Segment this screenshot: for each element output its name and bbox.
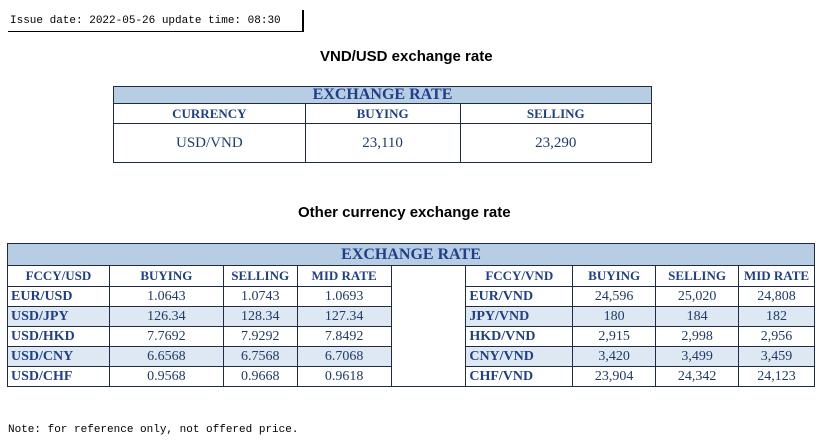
right-buying-cell: 3,420	[572, 346, 657, 367]
right-pair-cell: EUR/VND	[465, 286, 574, 307]
table-row: USD/CHF 0.9568 0.9668 0.9618 CHF/VND 23,904 24…	[7, 366, 815, 387]
left-selling-cell: 1.0743	[222, 286, 298, 307]
right-header-buying: BUYING	[572, 265, 657, 287]
right-mid-cell: 3,459	[738, 346, 815, 367]
right-pair-cell: JPY/VND	[465, 306, 574, 327]
left-buying-cell: 7.7692	[108, 326, 224, 347]
table-row: USD/JPY 126.34 128.34 127.34 JPY/VND 180 184 18…	[7, 306, 815, 327]
table-gap-cell	[390, 366, 467, 387]
left-pair-cell: USD/CHF	[7, 366, 110, 387]
other-exchange-table: EXCHANGE RATE FCCY/USD BUYING SELLING MI…	[7, 243, 815, 387]
left-buying-cell: 1.0643	[108, 286, 224, 307]
right-selling-cell: 25,020	[655, 286, 740, 307]
vnd-header-selling: SELLING	[459, 103, 652, 124]
right-pair-cell: HKD/VND	[465, 326, 574, 347]
footnote: Note: for reference only, not offered pr…	[8, 424, 299, 436]
vnd-row-selling: 23,290	[459, 123, 652, 163]
table-gap-header	[390, 265, 467, 287]
left-mid-cell: 6.7068	[296, 346, 392, 367]
vnd-table-title: EXCHANGE RATE	[113, 86, 652, 104]
rates-body: EUR/USD 1.0643 1.0743 1.0693 EUR/VND 24,596 25…	[7, 286, 815, 387]
left-mid-cell: 7.8492	[296, 326, 392, 347]
right-mid-cell: 182	[738, 306, 815, 327]
table-gap-cell	[390, 306, 467, 327]
left-buying-cell: 6.6568	[108, 346, 224, 367]
left-pair-cell: EUR/USD	[7, 286, 110, 307]
left-mid-cell: 0.9618	[296, 366, 392, 387]
other-currency-heading: Other currency exchange rate	[298, 204, 511, 221]
table-row: USD/HKD 7.7692 7.9292 7.8492 HKD/VND 2,915 2,9…	[7, 326, 815, 347]
vnd-exchange-table: EXCHANGE RATE CURRENCY BUYING SELLING US…	[113, 86, 652, 163]
right-mid-cell: 24,123	[738, 366, 815, 387]
left-pair-cell: USD/JPY	[7, 306, 110, 327]
right-selling-cell: 24,342	[655, 366, 740, 387]
left-buying-cell: 0.9568	[108, 366, 224, 387]
table-row: USD/CNY 6.6568 6.7568 6.7068 CNY/VND 3,420 3,4…	[7, 346, 815, 367]
table-gap-cell	[390, 326, 467, 347]
left-selling-cell: 6.7568	[222, 346, 298, 367]
left-selling-cell: 0.9668	[222, 366, 298, 387]
table-gap-cell	[390, 346, 467, 367]
right-header-selling: SELLING	[655, 265, 740, 287]
vnd-usd-heading: VND/USD exchange rate	[320, 48, 493, 65]
left-selling-cell: 7.9292	[222, 326, 298, 347]
vnd-header-currency: CURRENCY	[113, 103, 306, 124]
vnd-row-buying: 23,110	[304, 123, 461, 163]
right-buying-cell: 180	[572, 306, 657, 327]
vnd-header-buying: BUYING	[304, 103, 461, 124]
table-gap-cell	[390, 286, 467, 307]
right-selling-cell: 2,998	[655, 326, 740, 347]
right-buying-cell: 24,596	[572, 286, 657, 307]
left-header-buying: BUYING	[108, 265, 224, 287]
right-buying-cell: 2,915	[572, 326, 657, 347]
left-pair-cell: USD/HKD	[7, 326, 110, 347]
left-selling-cell: 128.34	[222, 306, 298, 327]
issue-date-text: Issue date: 2022-05-26 update time: 08:3…	[10, 15, 281, 27]
right-pair-cell: CNY/VND	[465, 346, 574, 367]
right-buying-cell: 23,904	[572, 366, 657, 387]
left-header-pair: FCCY/USD	[7, 265, 110, 287]
right-header-pair: FCCY/VND	[465, 265, 574, 287]
right-selling-cell: 3,499	[655, 346, 740, 367]
right-pair-cell: CHF/VND	[465, 366, 574, 387]
left-pair-cell: USD/CNY	[7, 346, 110, 367]
right-mid-cell: 2,956	[738, 326, 815, 347]
issue-date-box: Issue date: 2022-05-26 update time: 08:3…	[8, 10, 304, 32]
right-selling-cell: 184	[655, 306, 740, 327]
table-row: EUR/USD 1.0643 1.0743 1.0693 EUR/VND 24,596 25…	[7, 286, 815, 307]
other-table-title: EXCHANGE RATE	[7, 243, 815, 266]
vnd-row-currency: USD/VND	[113, 123, 306, 163]
left-buying-cell: 126.34	[108, 306, 224, 327]
left-header-selling: SELLING	[222, 265, 298, 287]
right-header-mid: MID RATE	[738, 265, 815, 287]
left-mid-cell: 127.34	[296, 306, 392, 327]
left-header-mid: MID RATE	[296, 265, 392, 287]
left-mid-cell: 1.0693	[296, 286, 392, 307]
right-mid-cell: 24,808	[738, 286, 815, 307]
